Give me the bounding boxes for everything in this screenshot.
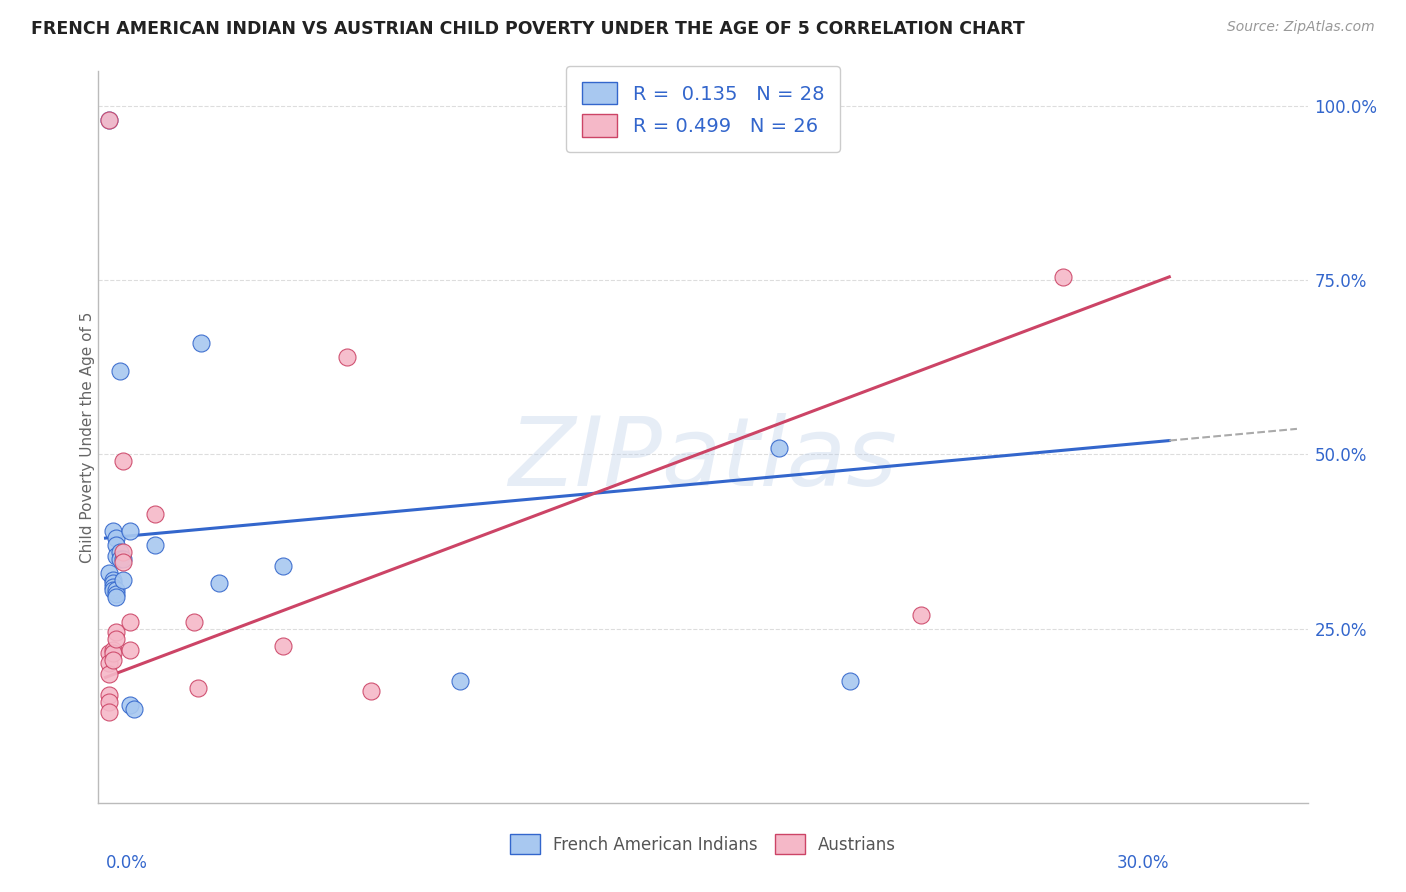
Point [101,524,124,538]
Point [360,684,382,698]
Point [98,657,121,671]
Point [112,454,135,468]
Point [98,705,121,719]
Text: ZIPatlas: ZIPatlas [509,412,897,506]
Point [120,524,142,538]
Point [271,558,294,573]
Point [108,552,131,566]
Point [120,615,142,629]
Y-axis label: Child Poverty Under the Age of 5: Child Poverty Under the Age of 5 [80,311,94,563]
Text: Source: ZipAtlas.com: Source: ZipAtlas.com [1227,20,1375,34]
Point [122,702,145,716]
Text: 30.0%: 30.0% [1116,854,1170,872]
Point [839,673,862,688]
Point [1052,269,1074,284]
Point [190,336,212,351]
Point [105,591,128,605]
Point [120,642,142,657]
Point [112,545,135,559]
Point [208,576,231,591]
Point [112,552,135,566]
Point [187,681,209,695]
Point [98,646,121,660]
Point [101,573,124,587]
Point [98,667,121,681]
Point [143,538,166,552]
Point [105,538,128,552]
Point [98,566,121,580]
Point [768,441,790,455]
Point [105,587,128,601]
Point [105,625,128,640]
Point [183,615,205,629]
Point [101,583,124,598]
Point [112,573,135,587]
Point [101,576,124,591]
Point [108,364,131,378]
Point [98,695,121,709]
Point [101,653,124,667]
Point [108,545,131,559]
Point [98,113,121,128]
Text: 0.0%: 0.0% [105,854,148,872]
Point [449,673,471,688]
Point [101,646,124,660]
Point [271,639,294,653]
Point [101,642,124,657]
Text: FRENCH AMERICAN INDIAN VS AUSTRIAN CHILD POVERTY UNDER THE AGE OF 5 CORRELATION : FRENCH AMERICAN INDIAN VS AUSTRIAN CHILD… [31,20,1025,37]
Point [112,556,135,570]
Point [105,531,128,545]
Point [910,607,932,622]
Point [105,549,128,563]
Legend: French American Indians, Austrians: French American Indians, Austrians [503,828,903,860]
Point [98,113,121,128]
Point [105,632,128,646]
Point [336,350,359,364]
Point [105,583,128,598]
Point [120,698,142,713]
Point [143,507,166,521]
Point [644,113,666,128]
Point [98,688,121,702]
Point [101,580,124,594]
